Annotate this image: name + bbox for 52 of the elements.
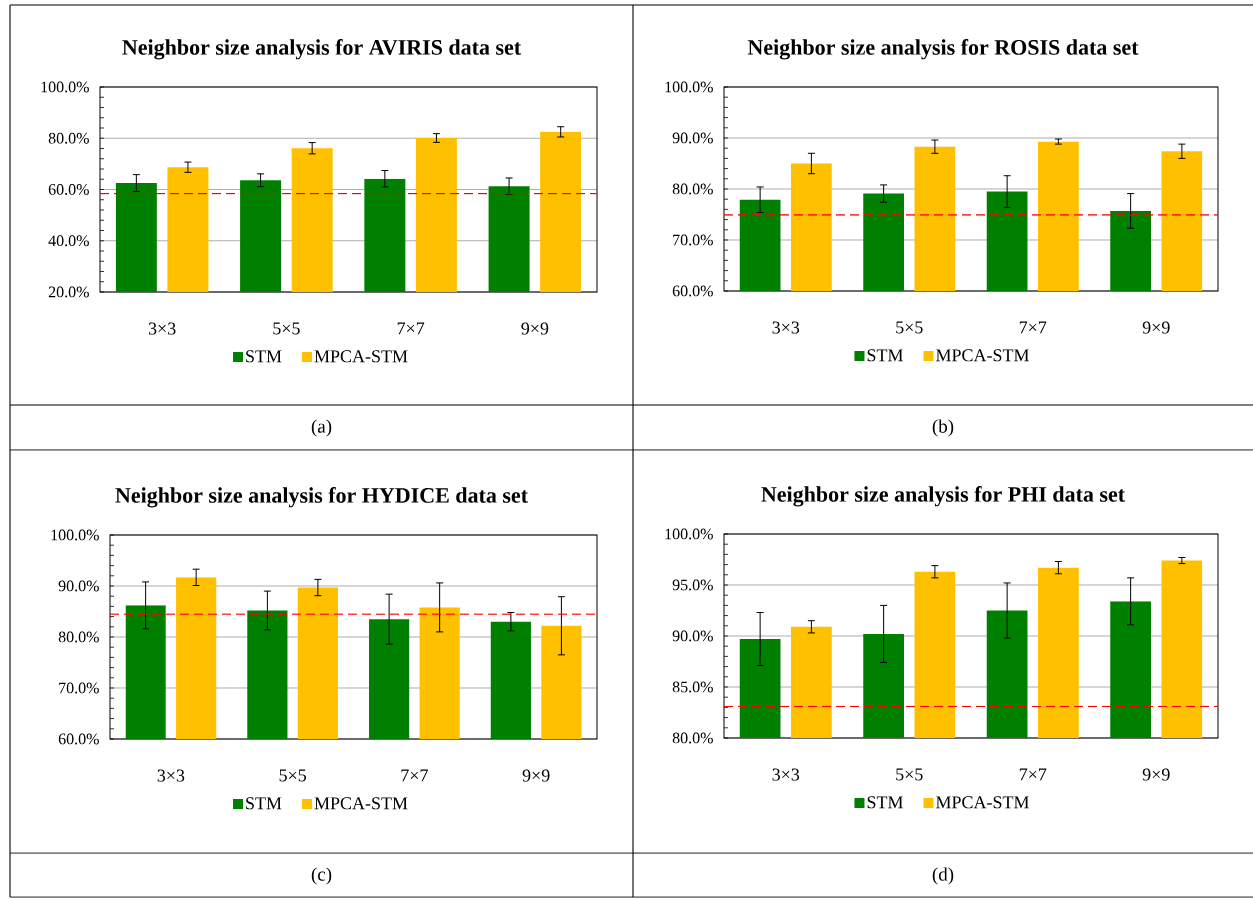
x-tick-label: 3×3	[772, 768, 800, 781]
legend-label: MPCA-STM	[314, 350, 408, 363]
y-tick-label: 85.0%	[672, 681, 713, 693]
x-tick-label: 9×9	[522, 769, 550, 782]
y-tick-label: 90.0%	[672, 132, 713, 144]
y-tick-label: 95.0%	[672, 579, 713, 591]
chart-title: Neighbor size analysis for ROSIS data set	[747, 39, 1139, 60]
legend-label: STM	[246, 350, 282, 363]
x-tick-label: 5×5	[279, 769, 307, 782]
y-tick-label: 60.0%	[48, 184, 89, 195]
y-tick-label: 80.0%	[58, 631, 99, 643]
text: (c)	[311, 867, 332, 885]
chart-title: Neighbor size analysis for AVIRIS data set	[122, 39, 522, 60]
x-tick-label: 7×7	[397, 322, 425, 335]
x-tick-label: 7×7	[401, 769, 428, 782]
y-tick-label: 100.0%	[41, 81, 89, 93]
y-tick-label: 90.0%	[672, 630, 713, 642]
chart-title: Neighbor size analysis for HYDICE data set	[115, 487, 528, 508]
y-tick-label: 100.0%	[665, 528, 713, 540]
text: (d)	[932, 867, 954, 885]
y-tick-label: 80.0%	[672, 732, 713, 744]
y-tick-label: 80.0%	[48, 132, 89, 144]
x-tick-label: 9×9	[521, 322, 549, 335]
chart-title: Neighbor size analysis for PHI data set	[761, 486, 1125, 507]
legend-label: STM	[867, 349, 903, 362]
x-tick-label: 5×5	[273, 322, 300, 335]
x-tick-label: 5×5	[896, 321, 923, 334]
legend-label: MPCA-STM	[314, 797, 408, 810]
x-tick-label: 3×3	[772, 321, 800, 334]
legend-label: STM	[246, 797, 282, 810]
y-tick-label: 70.0%	[673, 234, 713, 246]
y-tick-label: 70.0%	[59, 682, 99, 694]
x-tick-label: 3×3	[148, 322, 176, 335]
y-tick-label: 80.0%	[672, 183, 713, 195]
y-tick-label: 100.0%	[51, 529, 99, 541]
y-tick-label: 90.0%	[58, 580, 99, 592]
legend-label: STM	[867, 796, 903, 809]
x-tick-label: 9×9	[1142, 768, 1170, 781]
x-tick-label: 7×7	[1019, 321, 1047, 334]
x-tick-label: 9×9	[1142, 321, 1170, 334]
y-tick-label: 60.0%	[672, 285, 713, 297]
text: (a)	[311, 419, 332, 437]
y-tick-label: 20.0%	[48, 286, 89, 298]
legend-label: MPCA-STM	[936, 349, 1029, 362]
x-tick-label: 3×3	[157, 769, 185, 782]
y-tick-label: 100.0%	[665, 81, 713, 93]
x-tick-label: 5×5	[896, 768, 923, 781]
legend-label: MPCA-STM	[936, 796, 1029, 809]
y-tick-label: 40.0%	[48, 235, 89, 247]
y-tick-label: 60.0%	[58, 733, 99, 745]
x-tick-label: 7×7	[1019, 768, 1047, 781]
text: (b)	[932, 419, 954, 437]
